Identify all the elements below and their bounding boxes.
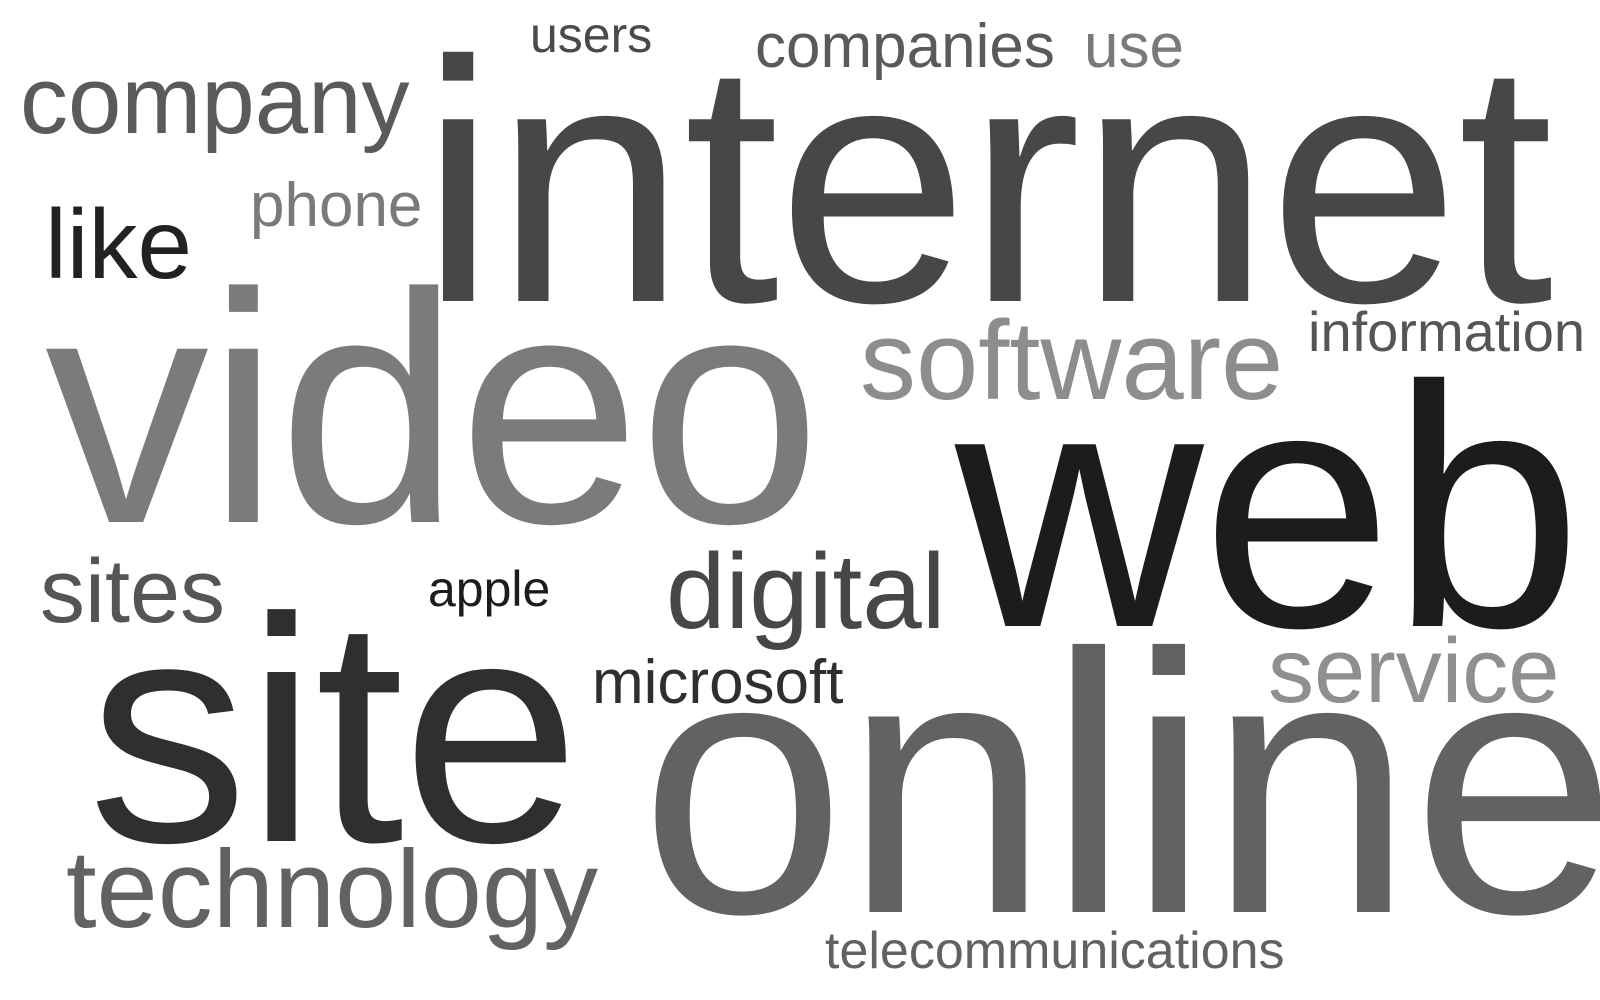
word-online: online bbox=[640, 578, 1600, 991]
word-apple: apple bbox=[428, 561, 551, 617]
word-users: users bbox=[530, 7, 653, 63]
word-digital: digital bbox=[666, 531, 946, 651]
word-technology: technology bbox=[66, 828, 599, 951]
word-information: information bbox=[1308, 300, 1586, 363]
word-video: video bbox=[45, 225, 821, 592]
word-companies: companies bbox=[755, 12, 1055, 81]
word-like: like bbox=[45, 189, 193, 299]
word-service: service bbox=[1268, 620, 1560, 722]
word-sites: sites bbox=[40, 542, 226, 642]
word-microsoft: microsoft bbox=[592, 648, 844, 717]
word-company: company bbox=[20, 47, 410, 154]
word-telecommunications: telecommunications bbox=[825, 922, 1285, 980]
word-phone: phone bbox=[250, 171, 423, 240]
word-site: site bbox=[88, 551, 580, 909]
word-use: use bbox=[1084, 12, 1184, 81]
word-web: web bbox=[955, 315, 1582, 699]
word-software: software bbox=[860, 298, 1284, 423]
word-internet: internet bbox=[420, 0, 1553, 374]
